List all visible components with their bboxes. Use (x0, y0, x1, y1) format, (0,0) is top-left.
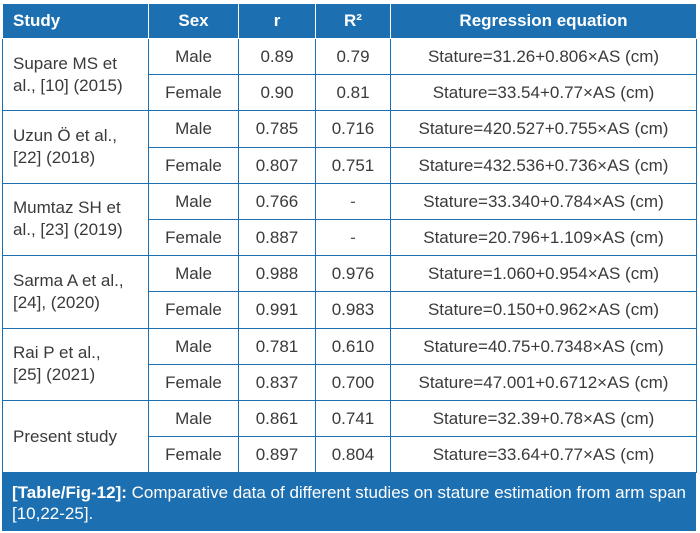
r-cell: 0.991 (238, 291, 316, 329)
header-regression-equation: Regression equation (390, 4, 697, 39)
r-cell: 0.837 (238, 363, 316, 401)
equation-cell: Stature=33.340+0.784×AS (cm) (390, 182, 697, 220)
sex-cell: Female (148, 74, 239, 112)
r-cell: 0.887 (238, 218, 316, 257)
table-row: Female 0.897 0.804 Stature=33.64+0.77×AS… (3, 436, 697, 474)
equation-cell: Stature=40.75+0.7348×AS (cm) (390, 327, 697, 365)
study-name-line1: Present study (13, 426, 117, 446)
caption-text: Comparative data of different studies on… (12, 483, 686, 523)
equation-cell: Stature=432.536+0.736×AS (cm) (390, 146, 697, 184)
r-squared-cell: 0.610 (315, 327, 391, 365)
study-cell: Mumtaz SH et al., [23] (2019) (2, 182, 149, 257)
r-cell: 0.781 (238, 327, 316, 365)
sex-cell: Female (148, 146, 239, 184)
table-row: Female 0.90 0.81 Stature=33.54+0.77×AS (… (3, 74, 697, 112)
r-squared-cell: 0.79 (315, 37, 391, 76)
study-cell: Rai P et al., [25] (2021) (2, 327, 149, 401)
study-cell: Supare MS et al., [10] (2015) (2, 37, 149, 112)
equation-cell: Stature=47.001+0.6712×AS (cm) (390, 363, 697, 401)
study-name-line2: [25] (2021) (13, 365, 96, 385)
r-cell: 0.785 (238, 110, 316, 148)
table-row: Female 0.807 0.751 Stature=432.536+0.736… (3, 146, 697, 184)
r-squared-cell: 0.976 (315, 255, 391, 293)
study-name-line1: Rai P et al., (13, 343, 101, 363)
table-row: Female 0.837 0.700 Stature=47.001+0.6712… (3, 363, 697, 401)
equation-cell: Stature=33.54+0.77×AS (cm) (390, 74, 697, 112)
sex-cell: Female (148, 363, 239, 401)
equation-cell: Stature=32.39+0.78×AS (cm) (390, 399, 697, 438)
sex-cell: Male (148, 182, 239, 220)
study-name-line1: Supare MS et (13, 53, 117, 73)
study-name-line1: Uzun Ö et al., (13, 125, 117, 145)
table-row: Mumtaz SH et al., [23] (2019) Male 0.766… (2, 182, 697, 257)
r-cell: 0.89 (238, 37, 316, 76)
table-row: Female 0.887 - Stature=20.796+1.109×AS (… (3, 218, 697, 257)
study-name-line2: [22] (2018) (13, 148, 96, 168)
sex-cell: Male (148, 37, 239, 76)
study-name-line1: Sarma A et al., (13, 270, 124, 290)
table-row: Rai P et al., [25] (2021) Male 0.781 0.6… (2, 327, 697, 401)
header-sex: Sex (148, 4, 239, 39)
equation-cell: Stature=1.060+0.954×AS (cm) (390, 255, 697, 293)
r-squared-cell: 0.751 (315, 146, 391, 184)
study-cell: Uzun Ö et al., [22] (2018) (2, 110, 149, 184)
table-row: Supare MS et al., [10] (2015) Male 0.89 … (2, 37, 697, 112)
study-cell: Present study (2, 399, 149, 474)
header-r-squared: R² (315, 4, 391, 39)
table-row: Present study Male 0.861 0.741 Stature=3… (2, 399, 697, 474)
r-squared-cell: 0.741 (315, 399, 391, 438)
caption-label: [Table/Fig-12]: (12, 483, 127, 502)
study-cell: Sarma A et al., [24], (2020) (2, 255, 149, 329)
header-study: Study (2, 4, 149, 39)
sex-cell: Female (148, 436, 239, 474)
r-squared-cell: 0.700 (315, 363, 391, 401)
sex-cell: Female (148, 291, 239, 329)
equation-cell: Stature=33.64+0.77×AS (cm) (390, 436, 697, 474)
study-name-line2: al., [10] (2015) (13, 75, 123, 95)
equation-cell: Stature=31.26+0.806×AS (cm) (390, 37, 697, 76)
study-name-line1: Mumtaz SH et (13, 198, 121, 218)
r-cell: 0.766 (238, 182, 316, 220)
r-cell: 0.90 (238, 74, 316, 112)
table-row: Sarma A et al., [24], (2020) Male 0.988 … (2, 255, 697, 329)
equation-cell: Stature=0.150+0.962×AS (cm) (390, 291, 697, 329)
r-squared-cell: - (315, 218, 391, 257)
header-row: Study Sex r R² Regression equation (2, 4, 697, 39)
r-squared-cell: 0.81 (315, 74, 391, 112)
figure-caption: [Table/Fig-12]: Comparative data of diff… (2, 473, 696, 531)
sex-cell: Male (148, 255, 239, 293)
r-cell: 0.807 (238, 146, 316, 184)
r-squared-cell: 0.804 (315, 436, 391, 474)
sex-cell: Male (148, 110, 239, 148)
comparison-table: Study Sex r R² Regression equation Supar… (2, 4, 697, 474)
table-row: Uzun Ö et al., [22] (2018) Male 0.785 0.… (2, 110, 697, 184)
equation-cell: Stature=20.796+1.109×AS (cm) (390, 218, 697, 257)
equation-cell: Stature=420.527+0.755×AS (cm) (390, 110, 697, 148)
r-cell: 0.897 (238, 436, 316, 474)
r-squared-cell: 0.716 (315, 110, 391, 148)
sex-cell: Male (148, 399, 239, 438)
study-name-line2: [24], (2020) (13, 292, 100, 312)
r-cell: 0.861 (238, 399, 316, 438)
header-r: r (238, 4, 316, 39)
study-name-line2: al., [23] (2019) (13, 220, 123, 240)
r-squared-cell: 0.983 (315, 291, 391, 329)
r-squared-cell: - (315, 182, 391, 220)
sex-cell: Male (148, 327, 239, 365)
sex-cell: Female (148, 218, 239, 257)
r-cell: 0.988 (238, 255, 316, 293)
